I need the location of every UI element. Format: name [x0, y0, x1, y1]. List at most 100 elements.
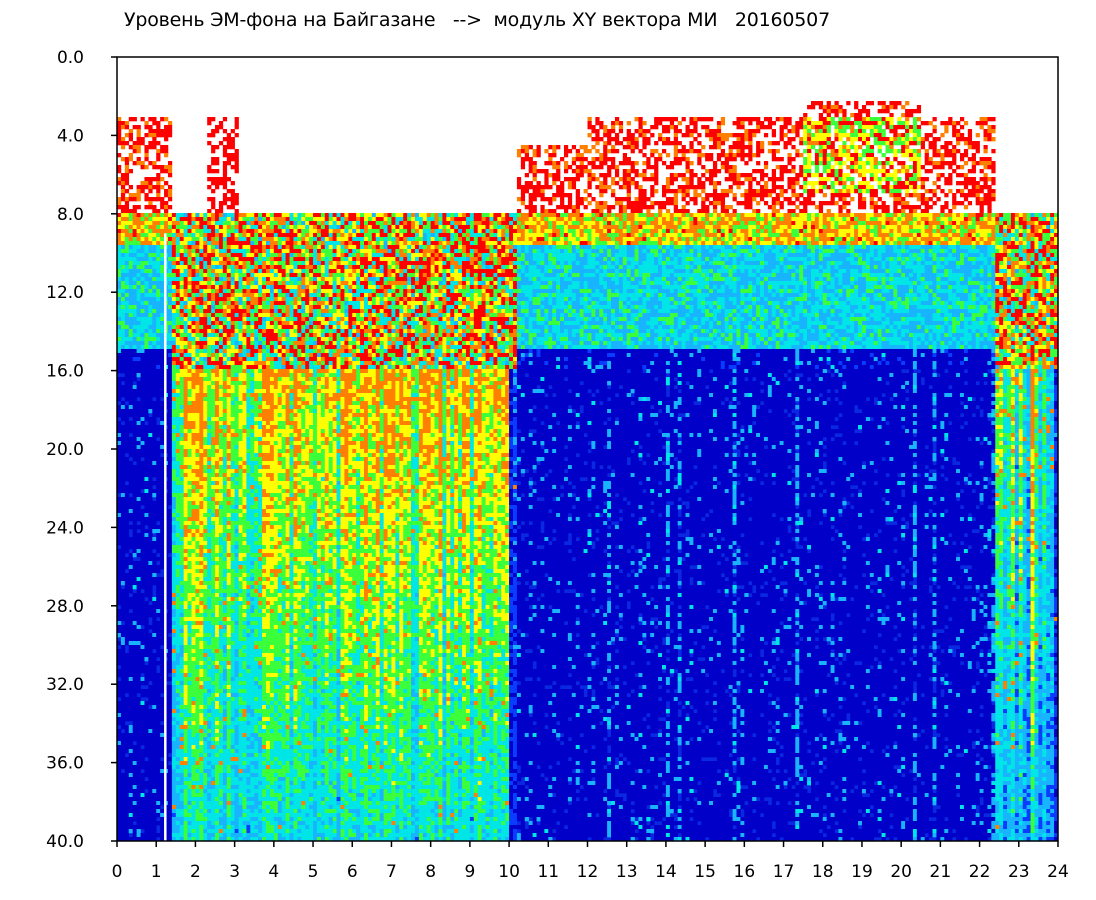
heatmap-cell	[218, 257, 224, 262]
heatmap-cell	[195, 457, 200, 462]
heatmap-cell	[215, 237, 220, 242]
heatmap-cell	[195, 797, 200, 802]
heatmap-cell	[152, 237, 157, 242]
heatmap-cell	[179, 625, 184, 630]
heatmap-cell	[117, 805, 122, 810]
heatmap-cell	[187, 717, 192, 722]
heatmap-cell	[144, 409, 149, 414]
heatmap-cell	[175, 597, 181, 602]
heatmap-cell	[215, 337, 220, 342]
heatmap-cell	[179, 261, 184, 266]
heatmap-cell	[144, 533, 149, 538]
heatmap-cell	[218, 757, 224, 762]
heatmap-cell	[187, 577, 192, 582]
heatmap-cell	[179, 441, 184, 446]
heatmap-cell	[234, 333, 239, 338]
heatmap-cell	[132, 657, 137, 662]
heatmap-cell	[230, 429, 235, 434]
heatmap-cell	[124, 221, 130, 226]
heatmap-cell	[175, 809, 181, 814]
heatmap-cell	[203, 389, 208, 394]
heatmap-cell	[124, 549, 130, 554]
heatmap-cell	[148, 613, 153, 618]
heatmap-cell	[187, 745, 192, 750]
heatmap-cell	[148, 785, 153, 790]
heatmap-cell	[132, 417, 137, 422]
heatmap-cell	[148, 761, 153, 766]
heatmap-cell	[187, 277, 192, 282]
heatmap-cell	[136, 313, 141, 318]
heatmap-cell	[132, 213, 137, 218]
heatmap-cell	[124, 165, 130, 170]
heatmap-cell	[179, 581, 184, 586]
heatmap-cell	[218, 637, 224, 642]
heatmap-cell	[144, 765, 149, 770]
heatmap-cell	[128, 697, 133, 702]
heatmap-cell	[207, 657, 212, 662]
heatmap-cell	[120, 325, 126, 330]
heatmap-cell	[117, 165, 122, 170]
heatmap-cell	[179, 473, 184, 478]
heatmap-cell	[152, 573, 157, 578]
heatmap-cell	[160, 549, 165, 554]
heatmap-cell	[211, 813, 216, 818]
heatmap-cell	[207, 621, 212, 626]
heatmap-cell	[222, 409, 228, 414]
heatmap-cell	[191, 617, 196, 622]
heatmap-cell	[132, 705, 137, 710]
heatmap-cell	[171, 401, 177, 406]
heatmap-cell	[120, 521, 126, 526]
heatmap-cell	[171, 649, 177, 654]
heatmap-cell	[117, 553, 122, 558]
heatmap-cell	[140, 497, 145, 502]
heatmap-cell	[128, 453, 133, 458]
heatmap-cell	[171, 797, 177, 802]
heatmap-cell	[136, 737, 141, 742]
heatmap-cell	[144, 249, 149, 254]
heatmap-cell	[179, 709, 184, 714]
heatmap-cell	[222, 785, 228, 790]
heatmap-cell	[207, 453, 212, 458]
heatmap-cell	[218, 641, 224, 646]
heatmap-cell	[171, 489, 177, 494]
heatmap-cell	[175, 553, 181, 558]
heatmap-cell	[226, 497, 231, 502]
heatmap-cell	[218, 293, 224, 298]
heatmap-cell	[160, 365, 165, 370]
heatmap-cell	[132, 837, 137, 841]
heatmap-cell	[136, 369, 141, 374]
heatmap-cell	[222, 365, 228, 370]
heatmap-cell	[226, 145, 231, 150]
heatmap-cell	[148, 697, 153, 702]
heatmap-cell	[117, 205, 122, 210]
heatmap-cell	[222, 701, 228, 706]
heatmap-cell	[179, 537, 184, 542]
heatmap-cell	[128, 821, 133, 826]
heatmap-cell	[183, 457, 188, 462]
heatmap-cell	[120, 357, 126, 362]
heatmap-cell	[183, 829, 188, 834]
heatmap-cell	[195, 625, 200, 630]
heatmap-cell	[179, 553, 184, 558]
heatmap-cell	[140, 641, 145, 646]
heatmap-cell	[132, 709, 137, 714]
heatmap-cell	[136, 577, 141, 582]
heatmap-cell	[211, 761, 216, 766]
heatmap-cell	[120, 693, 126, 698]
heatmap-cell	[171, 373, 177, 378]
heatmap-cell	[128, 617, 133, 622]
heatmap-cell	[218, 609, 224, 614]
heatmap-cell	[195, 317, 200, 322]
heatmap-cell	[124, 469, 130, 474]
heatmap-cell	[175, 829, 181, 834]
heatmap-cell	[211, 621, 216, 626]
heatmap-cell	[179, 237, 184, 242]
heatmap-cell	[234, 337, 239, 342]
heatmap-cell	[175, 769, 181, 774]
heatmap-cell	[148, 177, 153, 182]
heatmap-cell	[140, 805, 145, 810]
heatmap-cell	[199, 641, 204, 646]
heatmap-cell	[136, 765, 141, 770]
heatmap-cell	[203, 733, 208, 738]
heatmap-cell	[120, 353, 126, 358]
